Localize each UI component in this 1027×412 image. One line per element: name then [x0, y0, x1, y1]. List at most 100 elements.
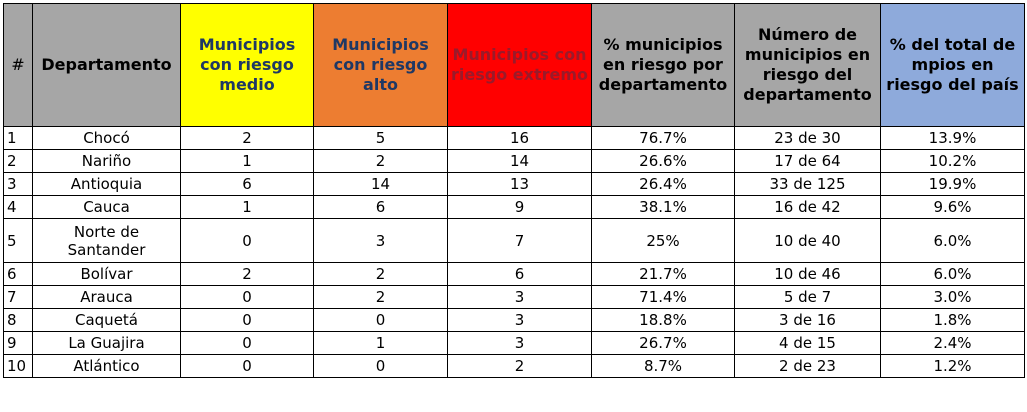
- table-cell: 26.6%: [591, 149, 735, 173]
- table-cell: Bolívar: [32, 262, 181, 286]
- table-cell: 1: [180, 149, 314, 173]
- table-cell: 1.2%: [880, 354, 1025, 378]
- row-number: 3: [3, 172, 33, 196]
- table-cell: Atlántico: [32, 354, 181, 378]
- page: # Departamento Municipios con riesgo medio…: [0, 3, 1027, 412]
- column-header: Departamento: [32, 3, 181, 127]
- table-cell: Caquetá: [32, 308, 181, 332]
- column-header: Número de municipios en riesgo del depar…: [734, 3, 881, 127]
- table-cell: 3.0%: [880, 285, 1025, 309]
- table-cell: 10 de 46: [734, 262, 881, 286]
- table-cell: 14: [313, 172, 448, 196]
- table-cell: 9.6%: [880, 195, 1025, 219]
- table-cell: 71.4%: [591, 285, 735, 309]
- table-cell: 0: [180, 285, 314, 309]
- table-row: 2 Nariño 1 2 14 26.6% 17 de 64 10.2%: [3, 149, 1025, 173]
- table-cell: 0: [180, 308, 314, 332]
- table-cell: 19.9%: [880, 172, 1025, 196]
- table-cell: 26.7%: [591, 331, 735, 355]
- table-cell: Nariño: [32, 149, 181, 173]
- table-cell: 16: [447, 126, 592, 150]
- column-header: % municipios en riesgo por departamento: [591, 3, 735, 127]
- row-number: 10: [3, 354, 33, 378]
- table-cell: 5: [313, 126, 448, 150]
- table-cell: 6: [447, 262, 592, 286]
- table-cell: 3: [447, 308, 592, 332]
- row-number: 7: [3, 285, 33, 309]
- column-header: #: [3, 3, 33, 127]
- table-cell: Norte de Santander: [32, 218, 181, 263]
- header-row: # Departamento Municipios con riesgo medio…: [3, 3, 1025, 127]
- table-cell: 6: [313, 195, 448, 219]
- table-cell: 2: [313, 262, 448, 286]
- table-cell: 18.8%: [591, 308, 735, 332]
- column-header: Municipios con riesgo extremo: [447, 3, 592, 127]
- table-cell: 9: [447, 195, 592, 219]
- table-cell: 10.2%: [880, 149, 1025, 173]
- table-row: 10 Atlántico 0 0 2 8.7% 2 de 23 1.2%: [3, 354, 1025, 378]
- table-cell: 13: [447, 172, 592, 196]
- table-cell: 38.1%: [591, 195, 735, 219]
- table-row: 1 Chocó 2 5 16 76.7% 23 de 30 13.9%: [3, 126, 1025, 150]
- row-number: 6: [3, 262, 33, 286]
- table-cell: 13.9%: [880, 126, 1025, 150]
- table-cell: 23 de 30: [734, 126, 881, 150]
- table-row: 5 Norte de Santander 0 3 7 25% 10 de 40 6.0%: [3, 218, 1025, 263]
- table-cell: 0: [313, 354, 448, 378]
- table-cell: 1.8%: [880, 308, 1025, 332]
- table-cell: 3 de 16: [734, 308, 881, 332]
- table-cell: 2: [313, 285, 448, 309]
- column-header: % del total de mpios en riesgo del país: [880, 3, 1025, 127]
- row-number: 5: [3, 218, 33, 263]
- column-header: Municipios con riesgo medio: [180, 3, 314, 127]
- table-row: 7 Arauca 0 2 3 71.4% 5 de 7 3.0%: [3, 285, 1025, 309]
- table-cell: 4 de 15: [734, 331, 881, 355]
- table-cell: 26.4%: [591, 172, 735, 196]
- table-cell: 76.7%: [591, 126, 735, 150]
- table-cell: Arauca: [32, 285, 181, 309]
- table-row: 3 Antioquia 6 14 13 26.4% 33 de 125 19.9%: [3, 172, 1025, 196]
- table-row: 4 Cauca 1 6 9 38.1% 16 de 42 9.6%: [3, 195, 1025, 219]
- table-row: 6 Bolívar 2 2 6 21.7% 10 de 46 6.0%: [3, 262, 1025, 286]
- table-cell: 1: [313, 331, 448, 355]
- row-number: 9: [3, 331, 33, 355]
- table-cell: 3: [447, 285, 592, 309]
- row-number: 4: [3, 195, 33, 219]
- table-row: 9 La Guajira 0 1 3 26.7% 4 de 15 2.4%: [3, 331, 1025, 355]
- row-number: 8: [3, 308, 33, 332]
- table-cell: 2.4%: [880, 331, 1025, 355]
- table-cell: 2: [180, 126, 314, 150]
- table-cell: 0: [313, 308, 448, 332]
- table-cell: 0: [180, 354, 314, 378]
- table-cell: 16 de 42: [734, 195, 881, 219]
- table-cell: 0: [180, 331, 314, 355]
- table-cell: 2: [313, 149, 448, 173]
- table-cell: 6.0%: [880, 262, 1025, 286]
- table-cell: Chocó: [32, 126, 181, 150]
- table-row: 8 Caquetá 0 0 3 18.8% 3 de 16 1.8%: [3, 308, 1025, 332]
- table-cell: 6.0%: [880, 218, 1025, 263]
- table-cell: 1: [180, 195, 314, 219]
- table-cell: 8.7%: [591, 354, 735, 378]
- table-cell: 10 de 40: [734, 218, 881, 263]
- column-header: Municipios con riesgo alto: [313, 3, 448, 127]
- table-cell: 21.7%: [591, 262, 735, 286]
- table-cell: 5 de 7: [734, 285, 881, 309]
- table-cell: 3: [447, 331, 592, 355]
- risk-table: # Departamento Municipios con riesgo medio…: [3, 3, 1025, 378]
- table-cell: 33 de 125: [734, 172, 881, 196]
- table-cell: La Guajira: [32, 331, 181, 355]
- table-cell: Antioquia: [32, 172, 181, 196]
- table-cell: Cauca: [32, 195, 181, 219]
- table-cell: 25%: [591, 218, 735, 263]
- row-number: 1: [3, 126, 33, 150]
- row-number: 2: [3, 149, 33, 173]
- table-cell: 6: [180, 172, 314, 196]
- table-cell: 14: [447, 149, 592, 173]
- table-cell: 2: [180, 262, 314, 286]
- table-cell: 2: [447, 354, 592, 378]
- table-cell: 0: [180, 218, 314, 263]
- table-cell: 17 de 64: [734, 149, 881, 173]
- table-cell: 3: [313, 218, 448, 263]
- table-cell: 2 de 23: [734, 354, 881, 378]
